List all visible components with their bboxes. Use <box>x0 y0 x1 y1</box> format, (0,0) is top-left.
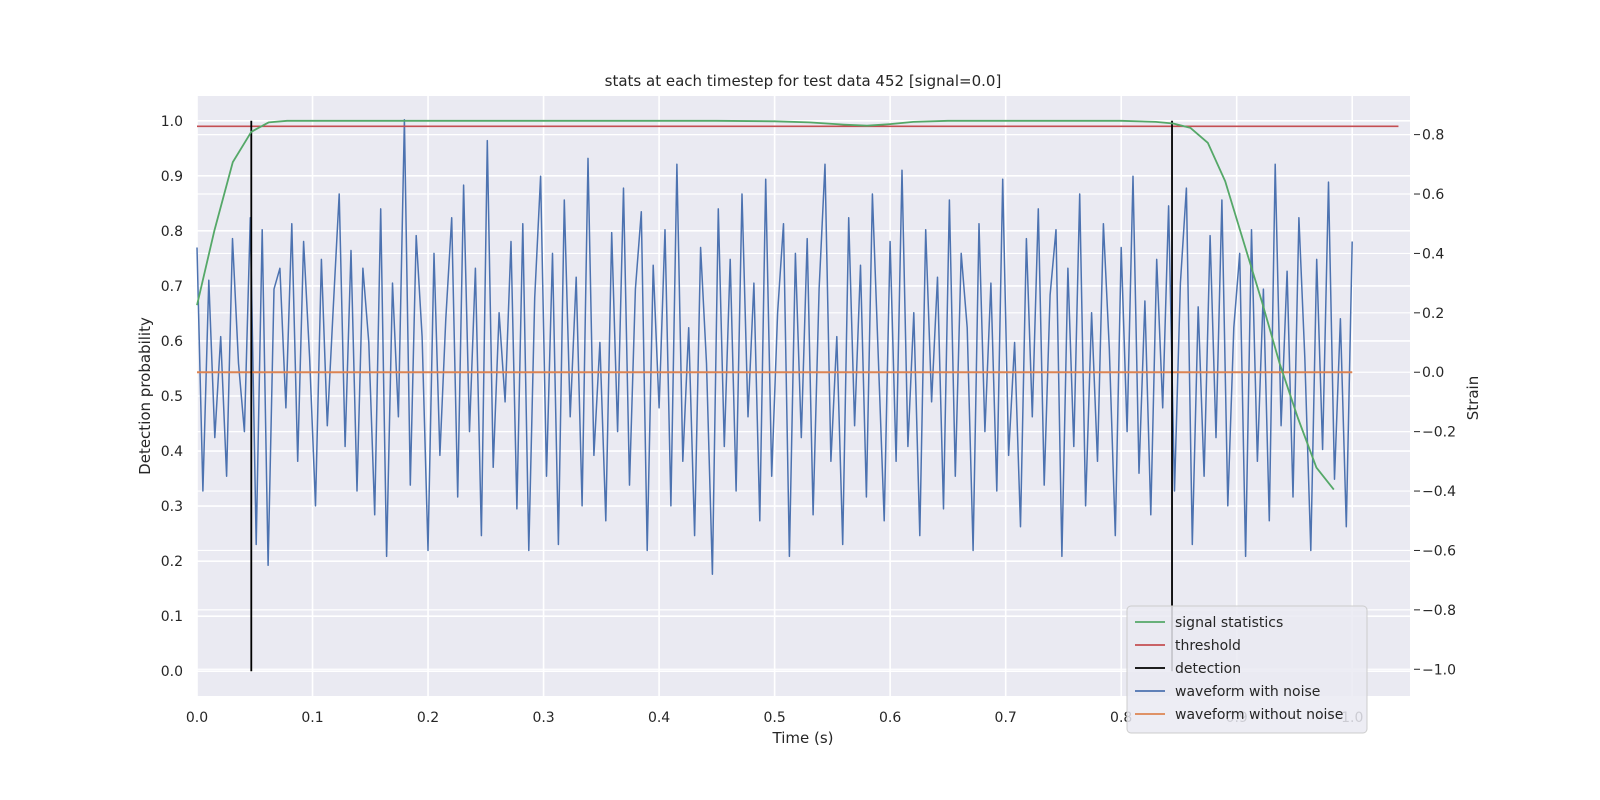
x-tick-label: 0.5 <box>763 710 785 726</box>
left-tick-label: 0.8 <box>161 224 183 240</box>
right-tick-label: 0.8 <box>1422 128 1444 144</box>
legend: signal statistics threshold detection wavef… <box>1126 605 1368 734</box>
x-tick-label: 0.1 <box>301 710 323 726</box>
x-tick-label: 0.2 <box>417 710 439 726</box>
right-tick-label: 0.0 <box>1422 365 1444 381</box>
right-tick-label: 0.4 <box>1422 246 1444 262</box>
left-tick-label: 0.0 <box>161 664 183 680</box>
x-tick-label: 0.6 <box>879 710 901 726</box>
series-layer <box>196 119 1399 672</box>
right-tick-label: 0.2 <box>1422 306 1444 322</box>
x-tick-label: 0.7 <box>995 710 1017 726</box>
left-axis: 0.0 0.1 0.2 0.3 0.4 0.5 0.6 0.7 0.8 0.9 1.0 <box>161 114 183 680</box>
right-tick-label: −0.4 <box>1422 484 1456 500</box>
right-tick-label: −1.0 <box>1422 662 1456 678</box>
legend-box <box>1126 605 1368 734</box>
grid-lines <box>196 96 1410 696</box>
right-tick-label: 0.6 <box>1422 187 1444 203</box>
left-tick-label: 0.7 <box>161 279 183 295</box>
left-tick-label: 0.2 <box>161 554 183 570</box>
left-tick-label: 0.4 <box>161 444 183 460</box>
legend-label: detection <box>1175 661 1241 677</box>
legend-label: waveform with noise <box>1175 684 1320 700</box>
waveform-with-noise-line <box>196 119 1353 575</box>
left-tick-label: 0.5 <box>161 389 183 405</box>
x-tick-label: 0.4 <box>648 710 670 726</box>
right-tick-label: −0.6 <box>1422 543 1456 559</box>
x-tick-label: 0.0 <box>186 710 208 726</box>
legend-label: threshold <box>1175 638 1241 654</box>
left-tick-label: 0.1 <box>161 609 183 625</box>
right-axis: −1.0 −0.8 −0.6 −0.4 −0.2 0.0 0.2 0.4 0.6 0.8 <box>1414 128 1456 678</box>
right-tick-label: −0.8 <box>1422 603 1456 619</box>
right-axis-title: Strain <box>1464 376 1482 420</box>
right-tick-label: −0.2 <box>1422 425 1456 441</box>
x-tick-label: 0.3 <box>532 710 554 726</box>
chart-title: stats at each timestep for test data 452… <box>605 72 1002 90</box>
legend-label: signal statistics <box>1175 615 1283 631</box>
x-axis-title: Time (s) <box>772 729 834 747</box>
left-tick-label: 0.9 <box>161 169 183 185</box>
signal-statistics-line <box>196 119 1335 491</box>
left-axis-title: Detection probability <box>136 317 154 475</box>
left-tick-label: 1.0 <box>161 114 183 130</box>
legend-label: waveform without noise <box>1175 707 1343 723</box>
left-tick-label: 0.3 <box>161 499 183 515</box>
left-tick-label: 0.6 <box>161 334 183 350</box>
